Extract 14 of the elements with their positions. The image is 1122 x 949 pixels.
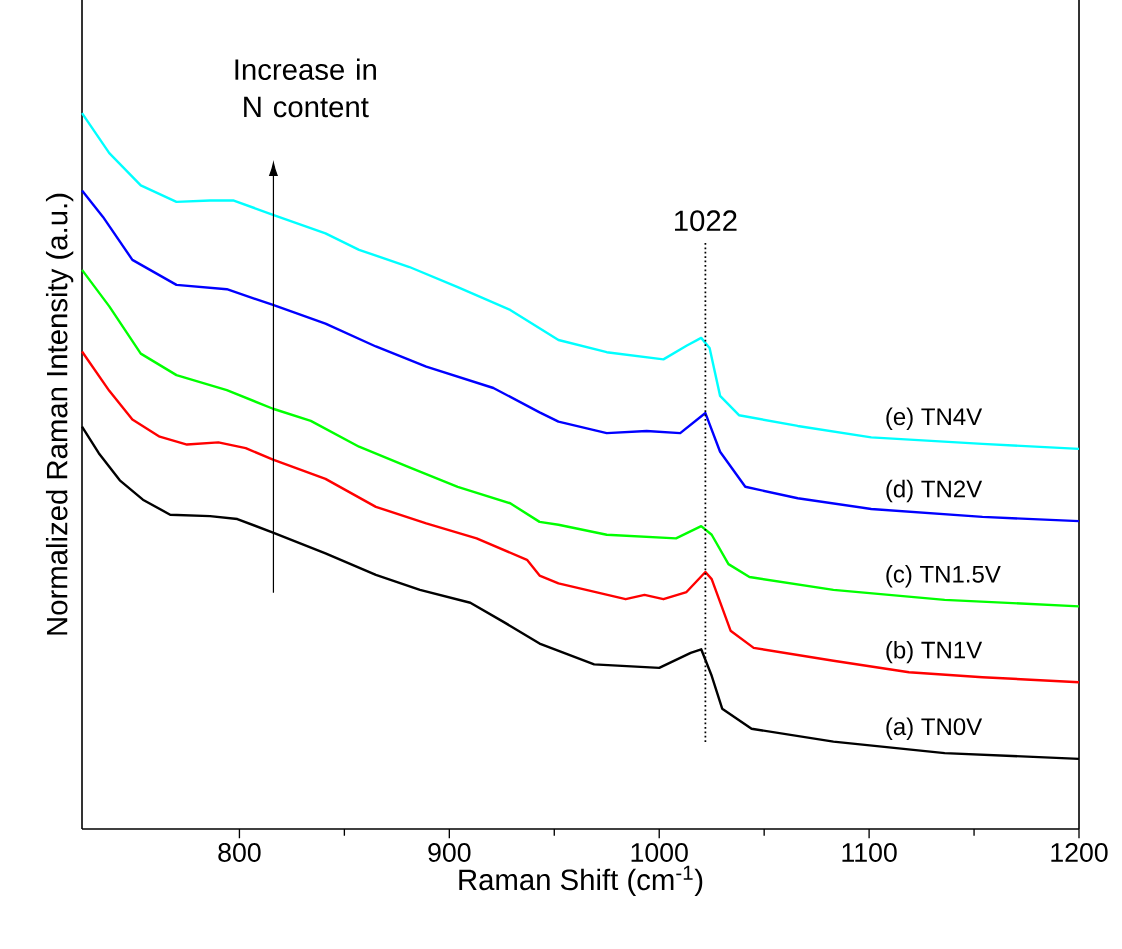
x-tick-label: 1100 [842,843,897,862]
series-label: (b) TN1V [886,640,983,664]
x-tick-label: 1200 [1051,843,1108,862]
series-label: (e) TN4V [886,407,983,430]
x-tick-label: 800 [218,843,261,862]
x-axis-title: Raman Shift (cm$^{-1}$) [459,865,703,896]
series-label: (a) TN0V [886,717,983,740]
series-label: (d) TN2V [886,479,983,503]
y-axis-title: Normalized Raman Intensity (a.u.) [45,193,74,635]
x-tick-label: 1000 [631,843,688,862]
series-label: (c) TN1.5V [886,565,1001,588]
ref-line-label: 1022 [675,210,737,232]
x-tick-label: 900 [428,843,471,862]
annotation: Increase in N content [235,58,376,118]
